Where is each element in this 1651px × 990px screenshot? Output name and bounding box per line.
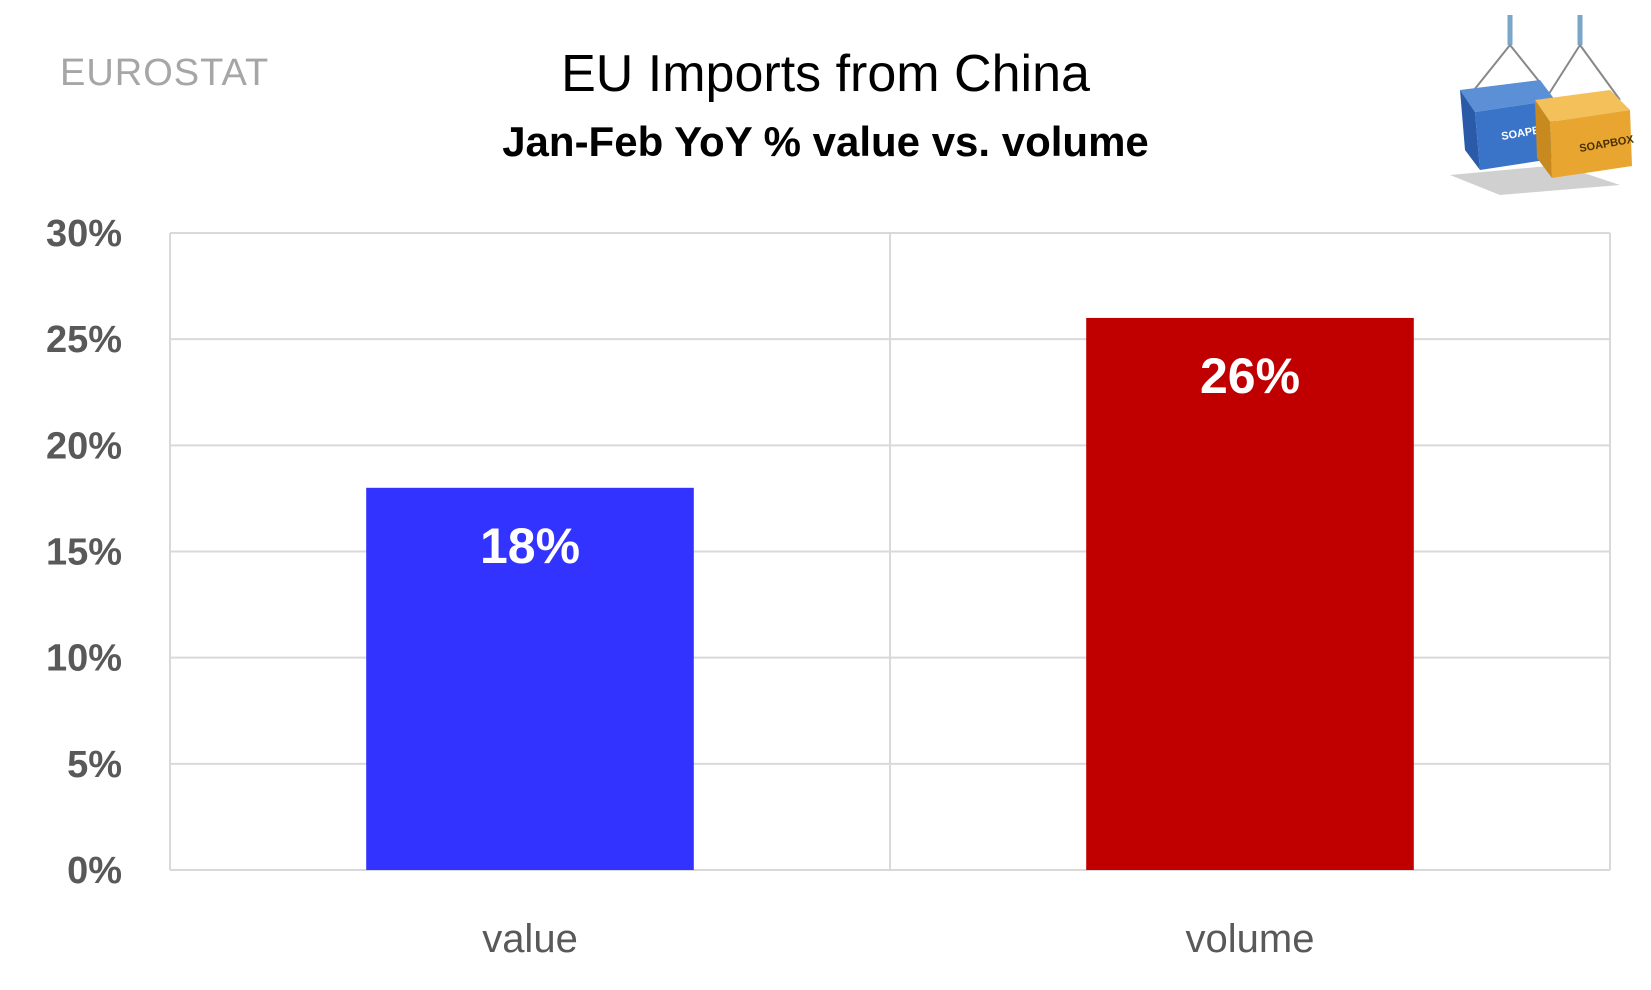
- bar-value: [366, 487, 694, 870]
- shipping-containers-icon: SOAPBOX SOAPBOX: [1450, 15, 1635, 195]
- source-label: EUROSTAT: [60, 52, 270, 94]
- chart-title: EU Imports from China: [561, 45, 1090, 103]
- data-label-volume: 26%: [1200, 348, 1300, 404]
- y-tick-label: 5%: [67, 744, 122, 786]
- x-tick-label: volume: [1186, 917, 1315, 961]
- y-tick-label: 30%: [46, 213, 122, 255]
- x-tick-label: value: [482, 917, 578, 961]
- y-tick-label: 0%: [67, 850, 122, 892]
- y-axis-ticks: 0% 5% 10% 15% 20% 25% 30%: [46, 213, 122, 892]
- y-tick-label: 15%: [46, 532, 122, 574]
- bar-volume: [1086, 317, 1414, 870]
- data-labels: 18% 26%: [480, 348, 1300, 574]
- y-tick-label: 25%: [46, 319, 122, 361]
- data-label-value: 18%: [480, 518, 580, 574]
- bars: [366, 317, 1414, 870]
- y-tick-label: 20%: [46, 425, 122, 467]
- y-tick-label: 10%: [46, 638, 122, 680]
- x-axis-ticks: value volume: [482, 917, 1314, 961]
- chart-subtitle: Jan-Feb YoY % value vs. volume: [502, 118, 1149, 165]
